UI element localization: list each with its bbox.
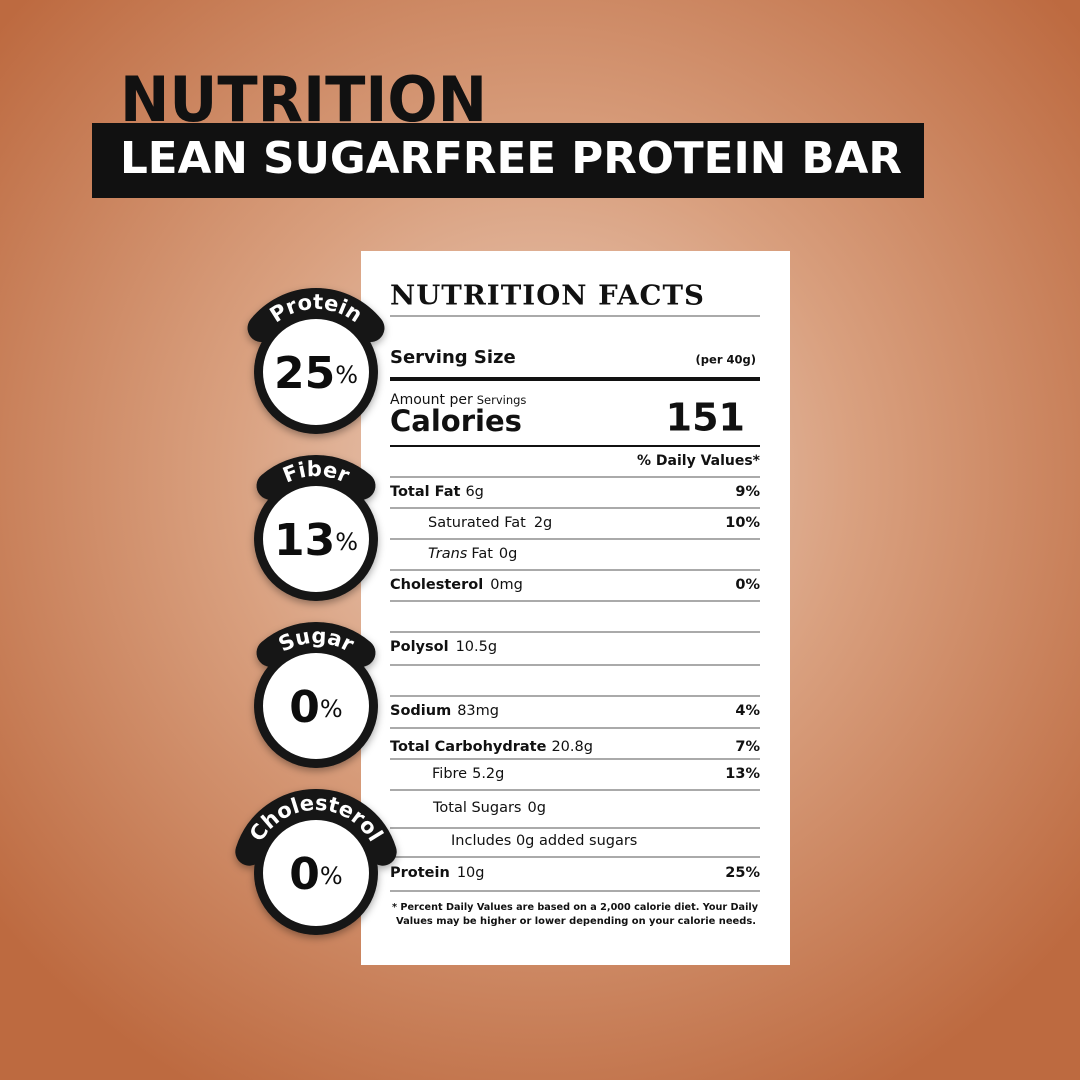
calories: Calories <box>390 404 522 438</box>
header-subtitle: LEAN SUGARFREE PROTEIN BAR <box>120 133 902 184</box>
badge-tab <box>256 455 376 500</box>
calories-value: 151 <box>666 396 745 440</box>
nutrient-amount: 0g <box>499 546 517 562</box>
nutrient-dv: 9% <box>735 484 760 500</box>
badge-tab <box>256 622 376 667</box>
nutrient-rows: Total Fat 6g 9% Saturated Fat 2g 10% Trans… <box>390 476 760 892</box>
nutrient-name: Total Carbohydrate <box>390 739 547 755</box>
label-title: NUTRITION FACTS <box>390 281 705 312</box>
footnote: Values may be higher or lower depending … <box>396 916 756 927</box>
badge-number: 25 <box>274 348 335 399</box>
amount-per-line: Amount per Servings <box>390 392 526 408</box>
badge-value: 25% <box>274 348 358 399</box>
serving-amount: (per 40g) <box>696 353 756 367</box>
badge-tab <box>235 789 397 866</box>
nutrient-name: Fat <box>471 546 493 562</box>
badge-face <box>263 820 369 926</box>
daily-values-header: % Daily Values* <box>637 453 761 469</box>
nutrient-amount: 10g <box>457 865 485 881</box>
row: Polysol 10.5g <box>390 639 497 655</box>
nutrient-name: Saturated Fat <box>428 515 526 531</box>
nutrient-amount: 0mg <box>490 577 523 593</box>
row: Total Sugars 0g <box>432 800 546 816</box>
nutrient-dv: 10% <box>725 515 760 531</box>
nutrient-amount: 10.5g <box>456 639 498 655</box>
footnote: * Percent Daily Values are based on a 2,… <box>392 902 758 913</box>
nutrient-name: Total Sugars <box>432 800 521 816</box>
nutrient-dv: 4% <box>735 703 760 719</box>
servings: Servings <box>477 393 527 407</box>
nutrient-name: Protein <box>390 865 450 881</box>
row: Total Carbohydrate 20.8g <box>390 739 593 755</box>
row: Fibre 5.2g <box>432 766 504 782</box>
nutrient-dv: 25% <box>725 865 760 881</box>
badge-number: 13 <box>274 515 335 566</box>
badge-number: 0 <box>289 682 320 733</box>
badge-face <box>263 319 369 425</box>
serving-size: Serving Size <box>390 347 516 368</box>
nutrient-amount: 6g <box>465 484 483 500</box>
row: Saturated Fat 2g <box>428 515 552 531</box>
nutrient-dv: 7% <box>735 739 760 755</box>
nutrient-amount: 5.2g <box>472 766 504 782</box>
nutrient-dv: 13% <box>725 766 760 782</box>
badge-value: 0% <box>289 682 342 733</box>
badge-unit: % <box>335 528 358 556</box>
badge-unit: % <box>320 862 343 890</box>
badge-face <box>263 486 369 592</box>
row: Trans Fat 0g <box>428 546 517 562</box>
subtitle-band <box>92 123 924 198</box>
nutrition-card <box>361 251 790 965</box>
nutrient-name: Total Fat <box>390 484 461 500</box>
row: Protein 10g <box>390 865 484 881</box>
badge-unit: % <box>335 361 358 389</box>
badge-unit: % <box>320 695 343 723</box>
badge-number: 0 <box>289 849 320 900</box>
nutrient-name: Sodium <box>390 703 451 719</box>
row: Cholesterol 0mg <box>390 577 523 593</box>
row: Total Fat 6g <box>390 484 484 500</box>
badge-value: 13% <box>274 515 358 566</box>
amount-per: Amount per <box>390 392 473 408</box>
nutrient-name: Polysol <box>390 639 449 655</box>
nutrient-amount: 83mg <box>457 703 499 719</box>
nutrient-name: Fibre <box>432 766 467 782</box>
row-note: Includes 0g added sugars <box>451 833 637 849</box>
nutrient-name: Cholesterol <box>390 577 483 593</box>
nutrient-name-italic: Trans <box>428 546 468 562</box>
nutrient-amount: 2g <box>534 515 552 531</box>
badge-tab <box>247 288 385 343</box>
badge-face <box>263 653 369 759</box>
row: Sodium 83mg <box>390 703 499 719</box>
nutrient-amount: 0g <box>527 800 545 816</box>
nutrient-amount: 20.8g <box>551 739 593 755</box>
nutrient-dv: 0% <box>735 577 760 593</box>
badge-value: 0% <box>289 849 342 900</box>
